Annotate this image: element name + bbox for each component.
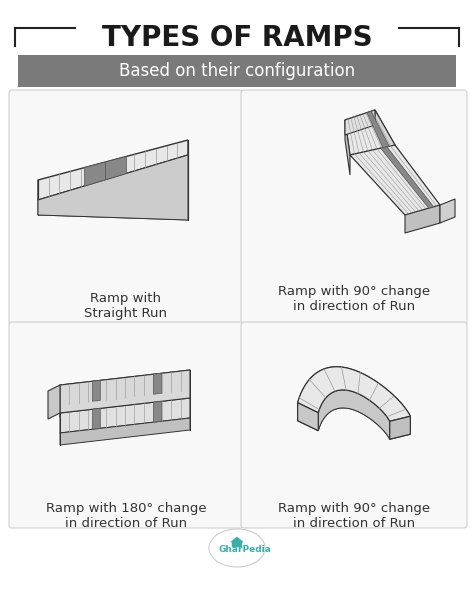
Polygon shape bbox=[319, 390, 390, 439]
Polygon shape bbox=[92, 380, 100, 401]
Polygon shape bbox=[154, 401, 162, 422]
Polygon shape bbox=[298, 403, 319, 431]
Polygon shape bbox=[298, 367, 410, 422]
Polygon shape bbox=[298, 367, 410, 434]
Text: Ramp with
Straight Run: Ramp with Straight Run bbox=[84, 292, 167, 320]
Polygon shape bbox=[440, 199, 455, 223]
Polygon shape bbox=[38, 140, 188, 200]
FancyBboxPatch shape bbox=[9, 322, 243, 528]
FancyBboxPatch shape bbox=[9, 90, 243, 325]
Text: TYPES OF RAMPS: TYPES OF RAMPS bbox=[102, 24, 372, 52]
Polygon shape bbox=[390, 416, 410, 439]
Text: Ramp with 90° change
in direction of Run: Ramp with 90° change in direction of Run bbox=[278, 502, 430, 530]
FancyBboxPatch shape bbox=[241, 322, 467, 528]
Polygon shape bbox=[345, 120, 350, 175]
Polygon shape bbox=[345, 110, 375, 135]
Polygon shape bbox=[60, 418, 190, 445]
FancyBboxPatch shape bbox=[232, 542, 242, 547]
Polygon shape bbox=[367, 111, 389, 147]
Polygon shape bbox=[60, 370, 190, 413]
Polygon shape bbox=[350, 145, 440, 215]
Text: Based on their configuration: Based on their configuration bbox=[119, 62, 355, 80]
Text: Ramp with 180° change
in direction of Run: Ramp with 180° change in direction of Ru… bbox=[46, 502, 206, 530]
Polygon shape bbox=[345, 110, 395, 155]
Polygon shape bbox=[60, 398, 190, 433]
Polygon shape bbox=[60, 390, 190, 417]
Polygon shape bbox=[84, 162, 106, 186]
Polygon shape bbox=[405, 205, 440, 233]
FancyBboxPatch shape bbox=[241, 90, 467, 325]
Polygon shape bbox=[60, 370, 190, 405]
Polygon shape bbox=[48, 385, 60, 419]
Text: GharPedia: GharPedia bbox=[219, 545, 272, 555]
Polygon shape bbox=[298, 385, 410, 439]
Polygon shape bbox=[375, 110, 395, 160]
Polygon shape bbox=[106, 156, 127, 180]
Text: Ramp with 90° change
in direction of Run: Ramp with 90° change in direction of Run bbox=[278, 285, 430, 313]
Polygon shape bbox=[231, 537, 243, 542]
Polygon shape bbox=[38, 155, 188, 220]
Ellipse shape bbox=[209, 529, 265, 567]
Polygon shape bbox=[92, 408, 100, 429]
Polygon shape bbox=[381, 147, 434, 208]
FancyBboxPatch shape bbox=[18, 55, 456, 87]
Polygon shape bbox=[154, 374, 162, 394]
Polygon shape bbox=[38, 155, 188, 220]
